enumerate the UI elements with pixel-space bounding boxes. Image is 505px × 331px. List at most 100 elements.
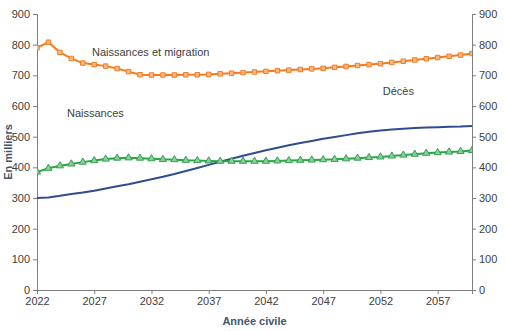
marker — [365, 153, 372, 159]
tick: 600 — [472, 100, 497, 112]
y-axis: 0100200300400500600700800900 — [12, 8, 38, 296]
tick-label: 400 — [479, 161, 497, 173]
x-axis-title: Année civile — [222, 315, 286, 327]
marker — [377, 153, 384, 159]
tick: 300 — [472, 192, 497, 204]
tick-label: 200 — [12, 223, 30, 235]
marker — [81, 61, 85, 65]
marker — [264, 69, 268, 73]
marker — [241, 70, 245, 74]
tick-label: 200 — [479, 223, 497, 235]
marker — [172, 73, 176, 77]
marker — [194, 156, 201, 162]
tick-label: 0 — [479, 284, 485, 296]
tick-label: 700 — [12, 69, 30, 81]
tick-label: 500 — [12, 131, 30, 143]
marker — [161, 73, 165, 77]
marker — [344, 64, 348, 68]
tick-mark — [33, 229, 37, 230]
tick-label: 2052 — [369, 295, 393, 307]
tick: 100 — [472, 253, 497, 265]
marker — [252, 70, 256, 74]
series-line — [37, 150, 472, 171]
x-axis: 20222027203220372042204720522057 — [25, 290, 472, 307]
tick-label: 900 — [479, 8, 497, 20]
tick-mark — [33, 198, 37, 199]
tick-mark — [33, 106, 37, 107]
marker — [206, 72, 210, 76]
tick-mark — [472, 229, 476, 230]
marker — [149, 73, 153, 77]
axis-line — [473, 15, 477, 291]
series-label: Naissances — [67, 107, 124, 119]
marker — [447, 54, 451, 58]
marker — [79, 158, 86, 164]
tick-label: 800 — [479, 39, 497, 51]
tick-label: 2042 — [254, 295, 278, 307]
marker — [434, 148, 441, 154]
tick: 300 — [12, 192, 37, 204]
marker — [423, 149, 430, 155]
tick: 800 — [472, 39, 497, 51]
tick-label: 300 — [479, 192, 497, 204]
marker — [320, 156, 327, 162]
marker — [69, 56, 73, 60]
marker — [332, 65, 336, 69]
marker — [102, 155, 109, 161]
tick-label: 2037 — [197, 295, 221, 307]
tick: 400 — [12, 161, 37, 173]
marker — [136, 154, 143, 160]
tick-label: 2047 — [311, 295, 335, 307]
series-label: Décès — [383, 85, 415, 97]
marker — [331, 155, 338, 161]
tick-mark — [33, 167, 37, 168]
tick-mark — [33, 290, 37, 291]
marker — [205, 157, 212, 163]
tick: 2047 — [311, 290, 335, 307]
marker — [390, 60, 394, 64]
tick: 600 — [12, 100, 37, 112]
tick: 2032 — [140, 290, 164, 307]
marker — [138, 72, 142, 76]
series-line — [37, 126, 472, 198]
tick-mark — [472, 137, 476, 138]
marker — [239, 157, 246, 163]
marker — [355, 63, 359, 67]
marker — [400, 151, 407, 157]
chart: 2022202720322037204220472052205701002003… — [0, 0, 505, 331]
marker — [274, 157, 281, 163]
series-line — [37, 42, 472, 75]
tick-mark — [33, 75, 37, 76]
tick: 500 — [472, 131, 497, 143]
marker — [195, 72, 199, 76]
series-label: Naissances et migration — [92, 46, 209, 58]
marker — [148, 155, 155, 161]
tick-label: 2057 — [426, 295, 450, 307]
marker — [308, 156, 315, 162]
tick-mark — [33, 137, 37, 138]
marker — [388, 152, 395, 158]
marker — [37, 45, 39, 49]
tick-mark — [266, 290, 267, 294]
tick-mark — [472, 198, 476, 199]
marker — [92, 62, 96, 66]
marker — [45, 164, 52, 170]
marker — [218, 72, 222, 76]
marker — [297, 156, 304, 162]
marker — [470, 51, 472, 55]
y2-axis: 0 100 200 300 400 500 600 700 800 900 — [472, 8, 497, 296]
tick: 2042 — [254, 290, 278, 307]
marker — [446, 148, 453, 154]
marker — [125, 154, 132, 160]
tick-mark — [33, 45, 37, 46]
tick: 800 — [12, 39, 37, 51]
tick: 2057 — [426, 290, 450, 307]
tick: 900 — [12, 8, 37, 20]
tick-label: 700 — [479, 69, 497, 81]
marker — [367, 62, 371, 66]
marker — [285, 156, 292, 162]
marker — [228, 157, 235, 163]
tick-mark — [472, 75, 476, 76]
marker — [126, 69, 130, 73]
tick-label: 2022 — [25, 295, 49, 307]
